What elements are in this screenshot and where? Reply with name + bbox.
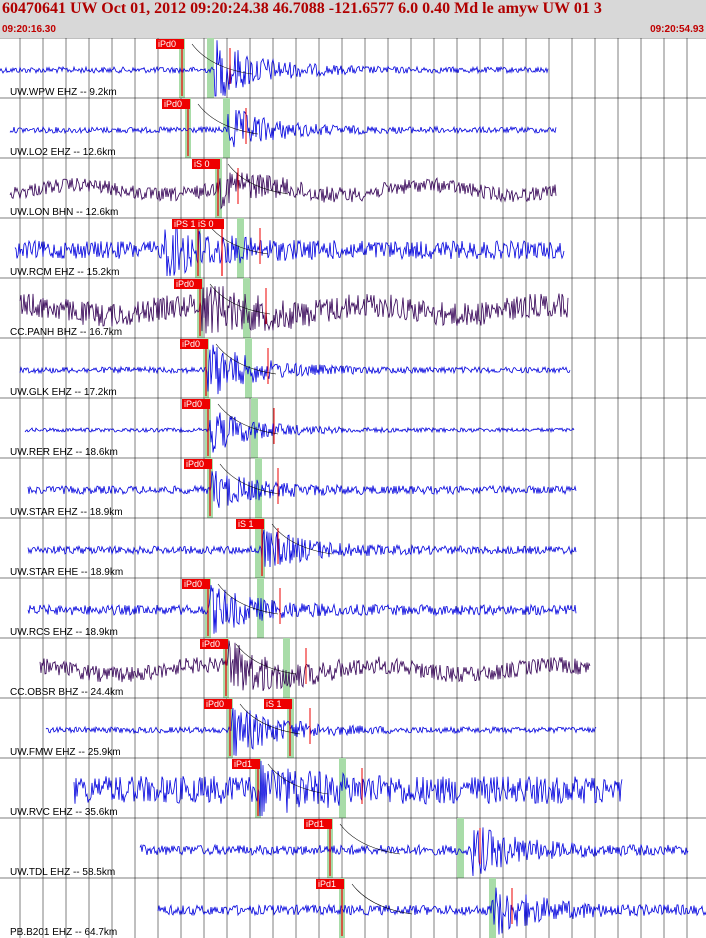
waveform-trace (45, 708, 597, 756)
waveform-trace (39, 640, 591, 691)
station-label: PB.B201 EHZ -- 64.7km (10, 927, 117, 938)
pick-flag[interactable] (182, 399, 210, 409)
pick-label: iPd0 (186, 459, 204, 469)
station-label: UW.RVC EHZ -- 35.6km (10, 807, 118, 818)
s-phase-band (207, 38, 214, 98)
end-time: 09:20:54.93 (650, 24, 704, 35)
waveform-trace (73, 760, 623, 817)
station-label: CC.PANH BHZ -- 16.7km (10, 327, 122, 338)
pick-label: iPd0 (182, 339, 200, 349)
start-time: 09:20:16.30 (2, 24, 56, 35)
pick-flag[interactable] (156, 39, 184, 49)
pick-flag[interactable] (204, 699, 232, 709)
pick-label: iPd1 (306, 819, 324, 829)
station-label: UW.RCM EHZ -- 15.2km (10, 267, 119, 278)
s-phase-band (457, 818, 464, 878)
s-phase-band (489, 878, 496, 938)
pick-flag[interactable] (200, 639, 228, 649)
pick-label: iS 0 (198, 219, 214, 229)
s-phase-band (223, 98, 230, 158)
waveform-trace (139, 827, 689, 877)
travel-time-curve (227, 163, 289, 195)
pick-flag[interactable] (264, 699, 292, 709)
pick-flag[interactable] (236, 519, 264, 529)
travel-time-curve (219, 463, 281, 495)
pick-flag[interactable] (182, 579, 210, 589)
pick-label: iPd1 (318, 879, 336, 889)
travel-time-curve (217, 403, 279, 435)
pick-label: iPd0 (158, 39, 176, 49)
waveform-trace (157, 887, 706, 935)
waveform-trace (0, 40, 549, 97)
waveform-trace (27, 529, 577, 568)
travel-time-curve (267, 763, 329, 795)
event-title: 60470641 UW Oct 01, 2012 09:20:24.38 46.… (2, 0, 602, 17)
waveform-trace (27, 470, 577, 508)
station-label: UW.WPW EHZ -- 9.2km (10, 87, 117, 98)
pick-flag[interactable] (192, 159, 220, 169)
travel-time-curve (271, 523, 333, 555)
waveform-trace (27, 584, 577, 634)
travel-time-curve (351, 883, 413, 915)
pick-flag[interactable] (196, 219, 224, 229)
pick-flag[interactable] (184, 459, 212, 469)
pick-flag[interactable] (304, 819, 332, 829)
pick-label: iS 1 (238, 519, 254, 529)
pick-label: iPd0 (164, 99, 182, 109)
pick-label: iPd1 (234, 759, 252, 769)
waveform-trace (14, 221, 565, 277)
pick-flag[interactable] (232, 759, 260, 769)
station-label: UW.RER EHZ -- 18.6km (10, 447, 118, 458)
station-label: UW.LON BHN -- 12.6km (10, 207, 118, 218)
pick-flag[interactable] (180, 339, 208, 349)
station-label: UW.GLK EHZ -- 17.2km (10, 387, 117, 398)
station-label: UW.FMW EHZ -- 25.9km (10, 747, 121, 758)
travel-time-curve (209, 283, 271, 315)
station-label: UW.STAR EHZ -- 18.9km (10, 507, 123, 518)
pick-flag[interactable] (172, 219, 200, 229)
pick-flag[interactable] (162, 99, 190, 109)
travel-time-curve (191, 43, 253, 75)
pick-label: iPd0 (184, 399, 202, 409)
waveform-trace (9, 172, 557, 210)
travel-time-curve (235, 643, 297, 675)
pick-label: iPd0 (176, 279, 194, 289)
pick-flag[interactable] (316, 879, 344, 889)
station-label: CC.OBSR BHZ -- 24.4km (10, 687, 123, 698)
station-label: UW.STAR EHE -- 18.9km (10, 567, 123, 578)
station-label: UW.TDL EHZ -- 58.5km (10, 867, 115, 878)
travel-time-curve (217, 583, 279, 615)
pick-label: iPd0 (184, 579, 202, 589)
s-phase-band (283, 638, 290, 698)
station-label: UW.RCS EHZ -- 18.9km (10, 627, 118, 638)
waveform-trace (19, 344, 571, 395)
s-phase-band (237, 218, 244, 278)
pick-flag[interactable] (174, 279, 202, 289)
pick-label: iPd0 (206, 699, 224, 709)
seismogram-panel[interactable]: iPd0 UW.WPW EHZ -- 9.2km iPd0 UW.LO2 EHZ --… (0, 38, 706, 938)
header-bar: 60470641 UW Oct 01, 2012 09:20:24.38 46.… (0, 0, 706, 38)
waveform-trace (19, 286, 569, 334)
waveform-trace (24, 412, 575, 453)
pick-label: iPd0 (202, 639, 220, 649)
travel-time-curve (197, 103, 259, 135)
pick-label: iPS 1 (174, 219, 196, 229)
s-phase-band (255, 518, 262, 578)
station-label: UW.LO2 EHZ -- 12.6km (10, 147, 116, 158)
travel-time-curve (239, 703, 301, 735)
travel-time-curve (339, 823, 401, 855)
pick-label: iS 0 (194, 159, 210, 169)
pick-label: iS 1 (266, 699, 282, 709)
waveform-trace (9, 109, 557, 148)
